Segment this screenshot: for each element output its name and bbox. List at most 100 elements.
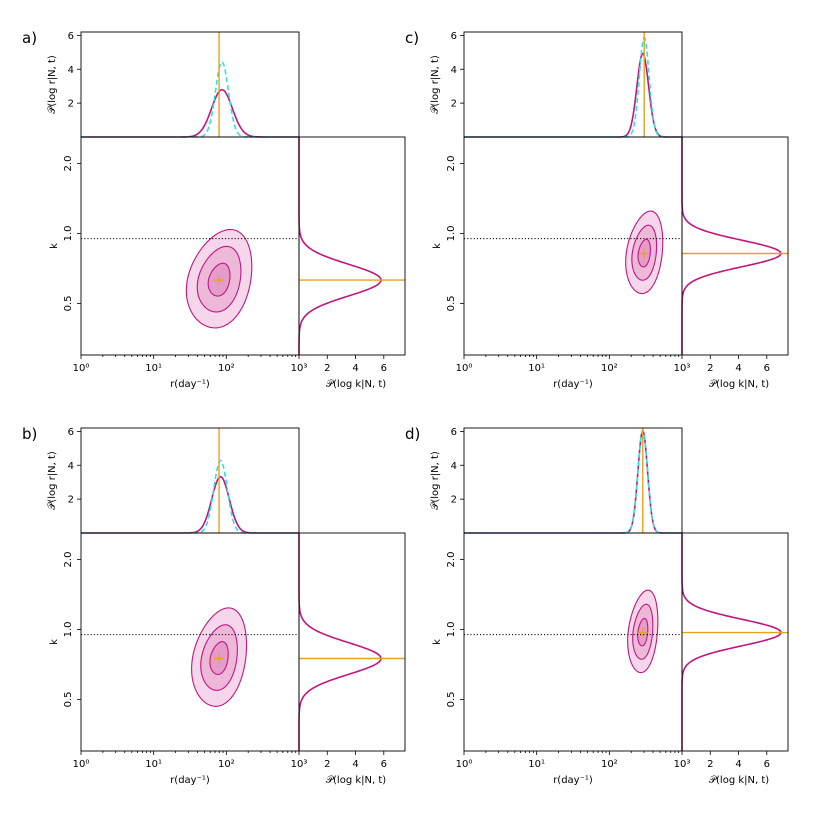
joint-ytick-label: 1.0 (63, 226, 74, 242)
top-marginal-posterior-line (81, 88, 299, 138)
top-ytick-label: 6 (451, 31, 457, 42)
panel-label: b) (22, 425, 37, 443)
joint-ylabel: k (432, 639, 443, 645)
top-marginal-ylabel: 𝒫(log r|N, t) (430, 451, 441, 510)
joint-xtick-label: 10⁰ (73, 363, 90, 374)
right-xtick-label: 4 (352, 363, 358, 374)
right-xtick-label: 2 (324, 759, 330, 770)
panel-b: b) 2 4 6 𝒫(log r|N, t) 10⁰ 10¹ 10² 10³ r(day⁻¹) 0.… (22, 425, 406, 786)
joint-xtick-label: 10³ (674, 363, 691, 374)
joint-xtick-label: 10⁰ (456, 363, 473, 374)
top-ytick-label: 2 (68, 99, 74, 110)
joint-xlabel: r(day⁻¹) (553, 775, 593, 786)
true-value-marker (639, 248, 650, 259)
joint-xtick-label: 10² (218, 759, 235, 770)
joint-ytick-label: 1.0 (446, 622, 457, 638)
top-marginal-frame (80, 31, 300, 138)
joint-xtick-label: 10¹ (528, 759, 545, 770)
joint-xtick-label: 10³ (674, 759, 691, 770)
panel-c: c) 2 4 6 𝒫(log r|N, t) 10⁰ 10¹ 10² 10³ r(day⁻¹) 0.… (405, 29, 789, 390)
joint-xtick-label: 10² (601, 759, 618, 770)
joint-xtick-label: 10⁰ (456, 759, 473, 770)
joint-ytick-label: 1.0 (446, 226, 457, 242)
right-xtick-label: 6 (764, 363, 770, 374)
top-marginal-ylabel: 𝒫(log r|N, t) (47, 451, 58, 510)
joint-ytick-label: 2.0 (63, 552, 74, 568)
top-marginal-posterior-line (81, 475, 299, 534)
joint-xtick-label: 10³ (291, 759, 308, 770)
joint-xtick-label: 10⁰ (73, 759, 90, 770)
panel-label: a) (22, 29, 37, 47)
right-marginal-xlabel: 𝒫(log k|N, t) (709, 379, 769, 390)
joint-xlabel: r(day⁻¹) (170, 379, 210, 390)
top-marginal-ylabel: 𝒫(log r|N, t) (430, 55, 441, 114)
joint-ytick-label: 2.0 (446, 552, 457, 568)
joint-ytick-label: 0.5 (446, 691, 457, 707)
top-ytick-label: 6 (451, 427, 457, 438)
right-marginal-xlabel: 𝒫(log k|N, t) (326, 379, 386, 390)
joint-ytick-label: 0.5 (63, 295, 74, 311)
top-ytick-label: 4 (451, 461, 457, 472)
right-xtick-label: 6 (381, 363, 387, 374)
top-ytick-label: 2 (68, 495, 74, 506)
joint-xtick-label: 10¹ (145, 363, 162, 374)
top-marginal-frame (80, 427, 300, 534)
true-value-marker (214, 653, 225, 664)
top-marginal-analytic-dashed-line (81, 459, 299, 534)
right-marginal-posterior-line (681, 137, 782, 355)
joint-ylabel: k (49, 243, 60, 249)
top-ytick-label: 6 (68, 427, 74, 438)
right-marginal-posterior-line (298, 533, 382, 751)
top-marginal-analytic-dashed-line (464, 36, 682, 138)
top-marginal-posterior-line (464, 429, 682, 534)
right-xtick-label: 4 (735, 363, 741, 374)
right-marginal-frame (298, 532, 406, 752)
joint-xtick-label: 10² (218, 363, 235, 374)
right-marginal-xlabel: 𝒫(log k|N, t) (326, 775, 386, 786)
panel-d: d) 2 4 6 𝒫(log r|N, t) 10⁰ 10¹ 10² 10³ r(day⁻¹) 0.… (405, 425, 789, 786)
right-xtick-label: 4 (735, 759, 741, 770)
top-marginal-analytic-dashed-line (81, 60, 299, 138)
joint-xlabel: r(day⁻¹) (170, 775, 210, 786)
right-marginal-frame (681, 532, 789, 752)
right-xtick-label: 6 (764, 759, 770, 770)
joint-ytick-label: 1.0 (63, 622, 74, 638)
joint-xtick-label: 10¹ (528, 363, 545, 374)
top-marginal-frame (463, 427, 683, 534)
true-value-marker (637, 627, 648, 638)
joint-xlabel: r(day⁻¹) (553, 379, 593, 390)
right-xtick-label: 2 (707, 759, 713, 770)
joint-frame (80, 532, 300, 752)
joint-ytick-label: 2.0 (446, 156, 457, 172)
right-marginal-xlabel: 𝒫(log k|N, t) (709, 775, 769, 786)
top-marginal-analytic-dashed-line (464, 429, 682, 534)
true-value-marker (214, 275, 225, 286)
right-xtick-label: 2 (707, 363, 713, 374)
joint-ytick-label: 0.5 (63, 691, 74, 707)
top-ytick-label: 4 (68, 461, 74, 472)
joint-xtick-label: 10³ (291, 363, 308, 374)
joint-ylabel: k (432, 243, 443, 249)
right-marginal-frame (298, 136, 406, 356)
joint-frame (80, 136, 300, 356)
top-ytick-label: 4 (68, 65, 74, 76)
top-ytick-label: 2 (451, 495, 457, 506)
top-ytick-label: 4 (451, 65, 457, 76)
panel-a: a) 2 4 6 𝒫(log r|N, t) 10⁰ 10¹ 10² 10³ r(day⁻¹) 0.… (22, 29, 406, 390)
panel-label: d) (405, 425, 420, 443)
joint-ylabel: k (49, 639, 60, 645)
panel-label: c) (405, 29, 419, 47)
right-marginal-frame (681, 136, 789, 356)
joint-xtick-label: 10¹ (145, 759, 162, 770)
right-xtick-label: 4 (352, 759, 358, 770)
top-marginal-posterior-line (464, 52, 682, 138)
top-ytick-label: 6 (68, 31, 74, 42)
right-xtick-label: 2 (324, 363, 330, 374)
right-marginal-posterior-line (681, 533, 782, 751)
top-marginal-ylabel: 𝒫(log r|N, t) (47, 55, 58, 114)
joint-ytick-label: 2.0 (63, 156, 74, 172)
right-marginal-posterior-line (298, 137, 382, 355)
joint-ytick-label: 0.5 (446, 295, 457, 311)
joint-xtick-label: 10² (601, 363, 618, 374)
